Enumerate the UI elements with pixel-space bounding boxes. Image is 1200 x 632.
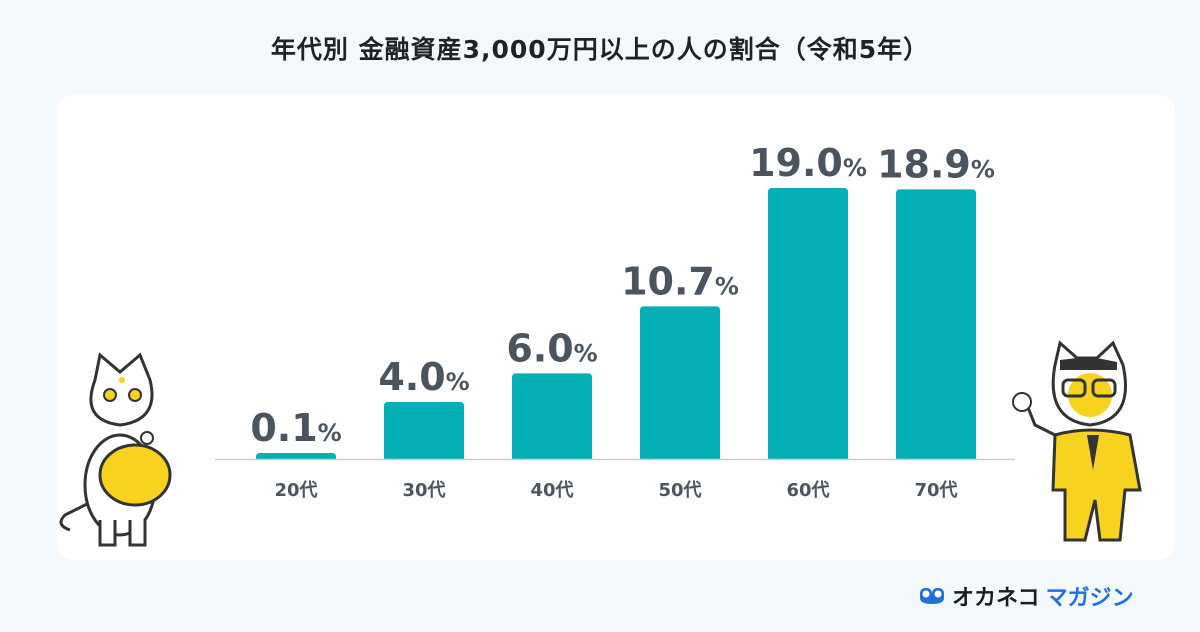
brand-logo: オカネコ マガジン bbox=[918, 580, 1134, 612]
bar bbox=[512, 373, 592, 459]
bar bbox=[384, 401, 464, 459]
x-tick-label: 20代 bbox=[274, 480, 317, 501]
bar bbox=[640, 306, 720, 459]
x-tick-label: 30代 bbox=[402, 480, 445, 501]
bar bbox=[256, 453, 336, 459]
data-label: 6.0% bbox=[506, 326, 597, 370]
x-tick-label: 60代 bbox=[786, 480, 829, 501]
bar bbox=[896, 189, 976, 459]
brand-name-part1: オカネコ bbox=[952, 586, 1040, 611]
data-label: 19.0% bbox=[749, 141, 867, 185]
bar bbox=[768, 188, 848, 459]
chart-title: 年代別 金融資産3,000万円以上の人の割合（令和5年） bbox=[270, 35, 930, 64]
data-label: 4.0% bbox=[378, 355, 469, 399]
glasses-logo-icon bbox=[920, 588, 944, 604]
x-tick-label: 70代 bbox=[914, 480, 957, 501]
data-label: 10.7% bbox=[621, 259, 739, 303]
cat-in-suit-illustration bbox=[1012, 340, 1142, 542]
x-tick-label: 40代 bbox=[530, 480, 573, 501]
x-tick-label: 50代 bbox=[658, 480, 701, 501]
data-label: 18.9% bbox=[877, 142, 995, 186]
brand-name-part2: マガジン bbox=[1045, 586, 1134, 611]
chart-card bbox=[57, 95, 1175, 560]
cat-with-purse-illustration bbox=[59, 352, 172, 547]
data-label: 0.1% bbox=[250, 406, 341, 450]
